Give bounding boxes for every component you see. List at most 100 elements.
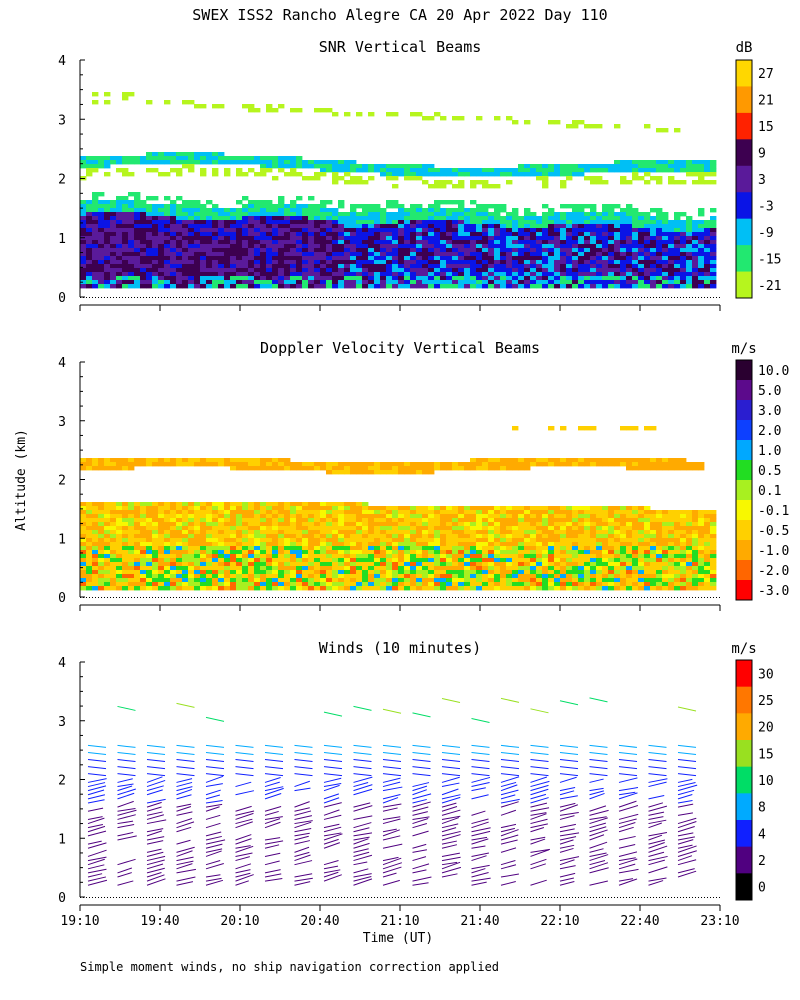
heatmap-cell [698,570,705,575]
heatmap-cell [446,236,453,241]
heatmap-cell [644,252,651,257]
heatmap-cell [386,280,393,285]
heatmap-cell [464,212,471,217]
heatmap-cell [494,562,501,567]
heatmap-cell [104,554,111,559]
heatmap-cell [320,578,327,583]
heatmap-cell [212,236,219,241]
heatmap-cell [188,204,195,209]
heatmap-cell [266,240,273,245]
heatmap-cell [194,272,201,277]
heatmap-cell [224,260,231,265]
heatmap-cell [698,268,705,273]
heatmap-cell [392,112,399,117]
heatmap-cell [176,224,183,229]
heatmap-cell [470,542,477,547]
heatmap-cell [152,534,159,539]
heatmap-cell [182,216,189,221]
heatmap-cell [380,168,387,173]
heatmap-cell [140,550,147,555]
heatmap-cell [200,240,207,245]
heatmap-cell [440,462,447,467]
heatmap-cell [386,510,393,515]
heatmap-cell [218,260,225,265]
heatmap-cell [158,232,165,237]
heatmap-cell [404,538,411,543]
heatmap-cell [80,268,87,273]
heatmap-cell [188,462,195,467]
heatmap-cell [218,530,225,535]
heatmap-cell [560,566,567,571]
heatmap-cell [614,558,621,563]
heatmap-cell [362,276,369,281]
heatmap-cell [236,578,243,583]
heatmap-cell [584,558,591,563]
heatmap-cell [290,256,297,261]
heatmap-cell [446,276,453,281]
heatmap-cell [422,276,429,281]
heatmap-cell [146,212,153,217]
heatmap-cell [626,514,633,519]
heatmap-cell [218,276,225,281]
heatmap-cell [656,228,663,233]
heatmap-cell [188,264,195,269]
heatmap-cell [620,220,627,225]
heatmap-cell [674,546,681,551]
heatmap-cell [146,208,153,213]
heatmap-cell [350,236,357,241]
heatmap-cell [164,152,171,157]
heatmap-cell [296,156,303,161]
heatmap-cell [470,232,477,237]
heatmap-cell [638,236,645,241]
heatmap-cell [260,554,267,559]
heatmap-cell [212,562,219,567]
heatmap-cell [422,232,429,237]
heatmap-cell [290,164,297,169]
heatmap-cell [686,518,693,523]
heatmap-cell [368,168,375,173]
heatmap-cell [134,510,141,515]
heatmap-cell [500,526,507,531]
heatmap-cell [440,216,447,221]
heatmap-cell [236,220,243,225]
heatmap-cell [692,164,699,169]
heatmap-cell [350,526,357,531]
heatmap-cell [530,550,537,555]
heatmap-cell [500,506,507,511]
heatmap-cell [242,236,249,241]
heatmap-cell [86,260,93,265]
heatmap-cell [86,172,93,177]
heatmap-cell [320,574,327,579]
heatmap-cell [548,220,555,225]
heatmap-cell [200,160,207,165]
heatmap-cell [710,248,717,253]
heatmap-cell [674,514,681,519]
heatmap-cell [590,280,597,285]
heatmap-cell [254,280,261,285]
heatmap-cell [398,558,405,563]
heatmap-cell [464,558,471,563]
heatmap-cell [452,224,459,229]
heatmap-cell [518,168,525,173]
heatmap-cell [122,200,129,205]
heatmap-cell [254,558,261,563]
heatmap-cell [296,526,303,531]
heatmap-cell [92,92,99,97]
heatmap-cell [578,462,585,467]
heatmap-cell [446,180,453,185]
heatmap-cell [218,522,225,527]
heatmap-cell [560,260,567,265]
heatmap-cell [200,256,207,261]
heatmap-cell [518,244,525,249]
heatmap-cell [194,458,201,463]
heatmap-cell [110,284,117,289]
heatmap-cell [128,216,135,221]
heatmap-cell [506,542,513,547]
heatmap-cell [110,458,117,463]
heatmap-cell [650,566,657,571]
heatmap-cell [320,244,327,249]
heatmap-cell [170,160,177,165]
heatmap-cell [584,518,591,523]
heatmap-cell [182,526,189,531]
heatmap-cell [584,534,591,539]
